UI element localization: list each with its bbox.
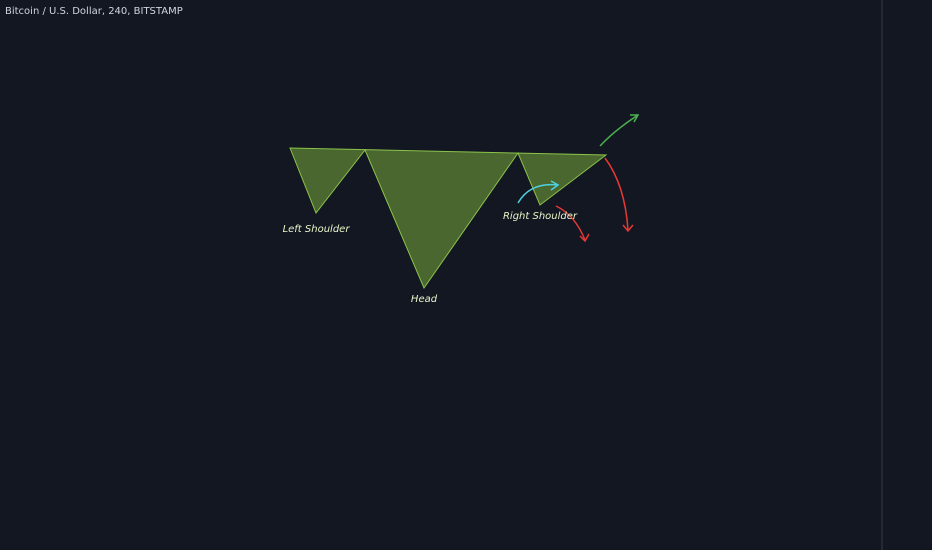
price-axis — [882, 0, 932, 550]
down-arrow — [604, 157, 629, 231]
annotation: Head — [411, 294, 438, 305]
chart-title: Bitcoin / U.S. Dollar, 240, BITSTAMP — [5, 6, 183, 17]
annotation: Right Shoulder — [503, 211, 578, 222]
arrow-head — [579, 233, 590, 243]
arrow-head — [550, 180, 560, 191]
annotation: Left Shoulder — [283, 224, 351, 235]
arrow-head — [622, 224, 634, 233]
cyan-arrow — [517, 183, 559, 204]
down-arrow — [555, 205, 586, 241]
arrow-head — [630, 114, 640, 123]
up-arrow — [599, 114, 639, 147]
head-and-shoulders-pattern — [289, 147, 608, 290]
